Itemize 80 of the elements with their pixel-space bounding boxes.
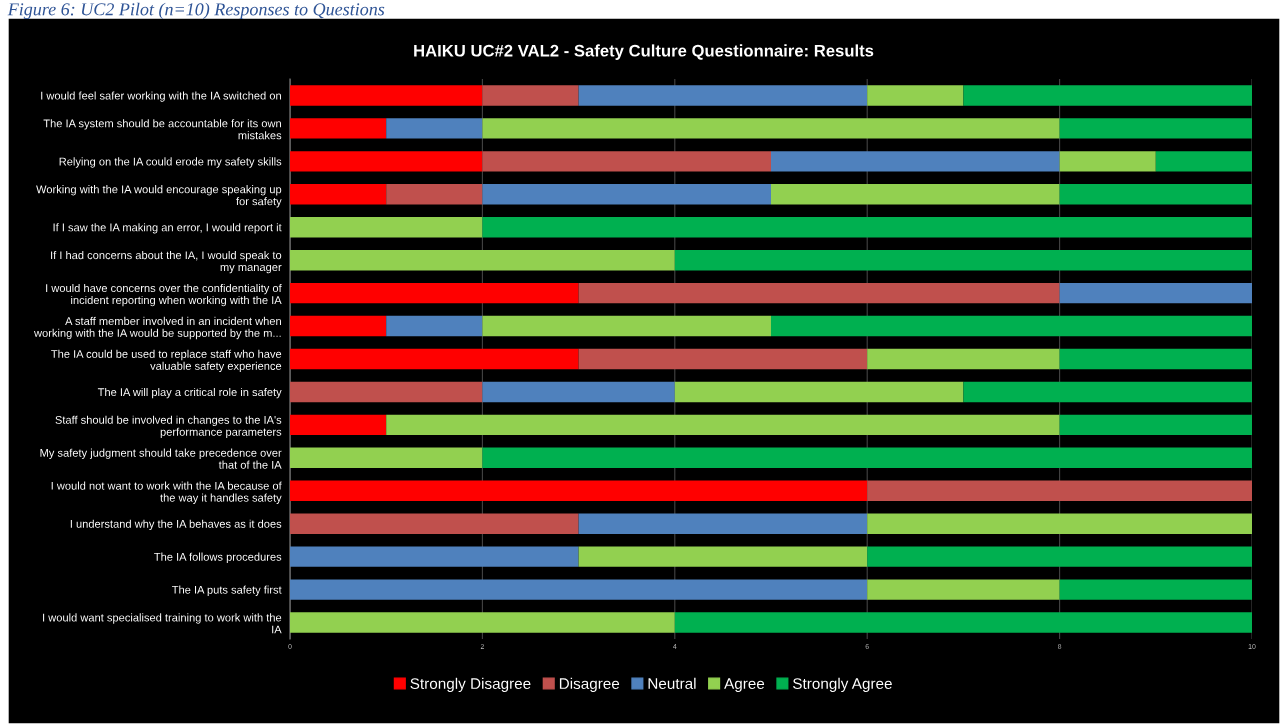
y-tick-label: I understand why the IA behaves as it does [70, 519, 282, 531]
legend-label: Disagree [559, 677, 620, 693]
bar [674, 249, 1252, 271]
bar [482, 381, 675, 403]
bar [290, 480, 868, 501]
bar [578, 546, 868, 567]
bar [290, 282, 579, 304]
bar [578, 85, 868, 106]
bar [1059, 579, 1252, 600]
bar [867, 513, 1252, 534]
bar [482, 315, 771, 337]
y-tick-label: The IA puts safety first [172, 585, 282, 596]
bar [867, 85, 964, 106]
bar [482, 447, 1252, 469]
bar [1059, 118, 1252, 139]
y-tick-label: Staff should be involved in changes to the IA's performance parameters [55, 415, 282, 438]
bar [771, 151, 1060, 172]
y-tick-label: If I saw the IA making an error, I would report it [53, 223, 282, 234]
bar [867, 480, 1252, 501]
bar [1059, 348, 1252, 370]
bar [578, 282, 1060, 304]
bar [290, 118, 387, 139]
y-tick-label: The IA system should be accountable for its own mistakes [43, 119, 282, 140]
bar [963, 381, 1252, 403]
bar [386, 184, 483, 205]
bar [771, 184, 1060, 205]
y-tick-label: Working with the IA would encourage speaking up for safety [36, 185, 282, 208]
legend-label: Neutral [648, 677, 696, 690]
bar [386, 118, 483, 139]
y-tick-label: I would not want to work with the IA because of the way it handles safety [51, 481, 282, 504]
y-tick-label: The IA will play a critical role in safety [97, 387, 282, 399]
bar [290, 447, 483, 469]
bar [482, 85, 579, 106]
bar [1059, 151, 1156, 172]
bar [290, 612, 675, 633]
bar [1059, 282, 1252, 304]
bar [482, 217, 1252, 238]
bar [290, 348, 579, 370]
y-tick-label: Relying on the IA could erode my safety skills [59, 157, 282, 168]
bar [578, 348, 868, 370]
chart-title: HAIKU UC#2 VAL2 - Safety Culture Questionnaire: Results [414, 44, 874, 60]
bar [290, 381, 483, 403]
bar [290, 249, 675, 271]
y-tick-label: If I had concerns about the IA, I would speak to my manager [51, 250, 282, 274]
bar [674, 612, 1252, 633]
bar [482, 151, 771, 172]
y-tick-label: I would feel safer working with the IA switched on [41, 91, 281, 102]
bar [963, 85, 1252, 106]
y-tick-label: My safety judgment should take precedence over that of the IA [40, 448, 282, 469]
bar [290, 579, 868, 600]
bar [290, 184, 387, 205]
bar [482, 184, 771, 205]
y-tick-label: The IA follows procedures [154, 552, 282, 563]
legend-label: Strongly Agree [793, 677, 892, 693]
bar [290, 85, 483, 106]
y-tick-label: I would want specialised training to work with the IA [43, 613, 282, 634]
bar [482, 118, 1060, 139]
bar [386, 414, 1060, 436]
legend-label: Strongly Disagree [410, 677, 531, 693]
bar [290, 217, 483, 238]
bar [867, 348, 1060, 370]
bar [1059, 184, 1252, 205]
y-tick-label: The IA could be used to replace staff who have valuable safety experience [51, 349, 282, 373]
caption: Figure 6: UC2 Pilot (n=10) Responses to Questions [7, 2, 385, 20]
bar [290, 414, 387, 436]
bar [867, 546, 1252, 567]
bar [771, 315, 1252, 337]
bar [578, 513, 868, 534]
legend-label: Agree [724, 678, 765, 693]
bar [674, 381, 964, 403]
y-tick-label: I would have concerns over the confidentiality of incident reporting when working with the IA [46, 283, 282, 307]
bar [1155, 151, 1252, 172]
bar [290, 315, 387, 337]
bar [290, 151, 483, 172]
y-tick-label: A staff member involved in an incident when working with the IA would be supported by the m... [34, 316, 281, 340]
bar [386, 315, 483, 337]
bar [290, 513, 579, 534]
bar [1059, 414, 1252, 436]
bar [290, 546, 579, 567]
bar [867, 579, 1060, 600]
